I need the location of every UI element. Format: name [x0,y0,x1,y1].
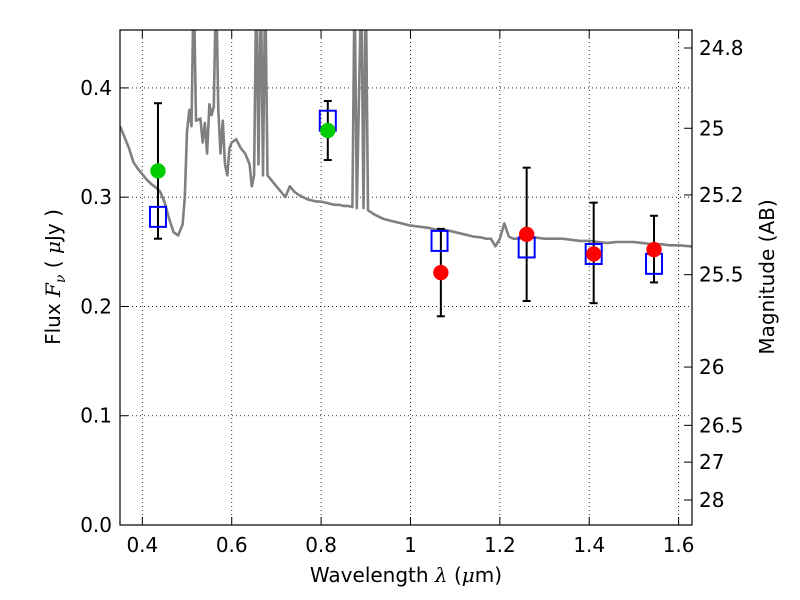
error-bar-layer [153,100,659,318]
plot-area [120,30,692,318]
sed-model-layer [120,30,692,248]
mag-tick-label: 27 [699,450,724,474]
mag-tick-label: 26 [699,355,724,379]
y2-axis-title: Magnitude (AB) [755,199,779,354]
measured-flux-point [320,122,336,139]
y-tick-label: 0.4 [80,76,112,100]
measured-flux-point [433,264,449,281]
grid-lines [120,30,692,526]
measured-flux-point [150,163,166,179]
mag-tick-label: 25.5 [699,263,744,287]
mag-tick-label: 24.8 [699,36,744,60]
x-tick-label: 1.6 [663,533,695,557]
y-tick-label: 0.2 [80,294,112,318]
x-tick-label: 1.2 [484,533,516,557]
model-photometry-square [430,229,449,252]
y-tick-label: 0.0 [80,513,112,537]
mag-tick-label: 25 [699,116,724,140]
right-magnitude-axis: 24.8 25 25.2 25.5 26 26.5 27 28 [684,36,744,512]
x-tick-label: 0.4 [126,533,158,557]
model-photometry-square [584,243,603,266]
sed-model-line [120,30,692,248]
x-axis: 0.4 0.6 0.8 1 1.2 1.4 1.6 [126,30,695,557]
x-axis-title: Wavelength λ (μm) [310,563,502,587]
mag-tick-label: 25.2 [699,183,744,207]
measured-flux-point [585,246,602,262]
plot-frame [119,29,693,526]
left-y-axis: 0.0 0.1 0.2 0.3 0.4 [80,76,128,537]
measured-flux-point [646,241,662,258]
measured-flux-point [518,226,535,243]
y-tick-label: 0.1 [80,404,112,428]
measured-point-layer [150,122,662,281]
x-tick-label: 0.8 [305,533,337,557]
x-tick-label: 1.4 [573,533,605,557]
y-tick-label: 0.3 [80,185,112,209]
x-tick-label: 1 [404,533,417,557]
model-square-layer [148,109,664,275]
model-photometry-square [148,205,167,228]
x-tick-label: 0.6 [216,533,248,557]
y-axis-title: Flux Fν ( μJy ) [41,209,69,345]
mag-tick-label: 26.5 [699,413,744,437]
mag-tick-label: 28 [699,488,724,512]
